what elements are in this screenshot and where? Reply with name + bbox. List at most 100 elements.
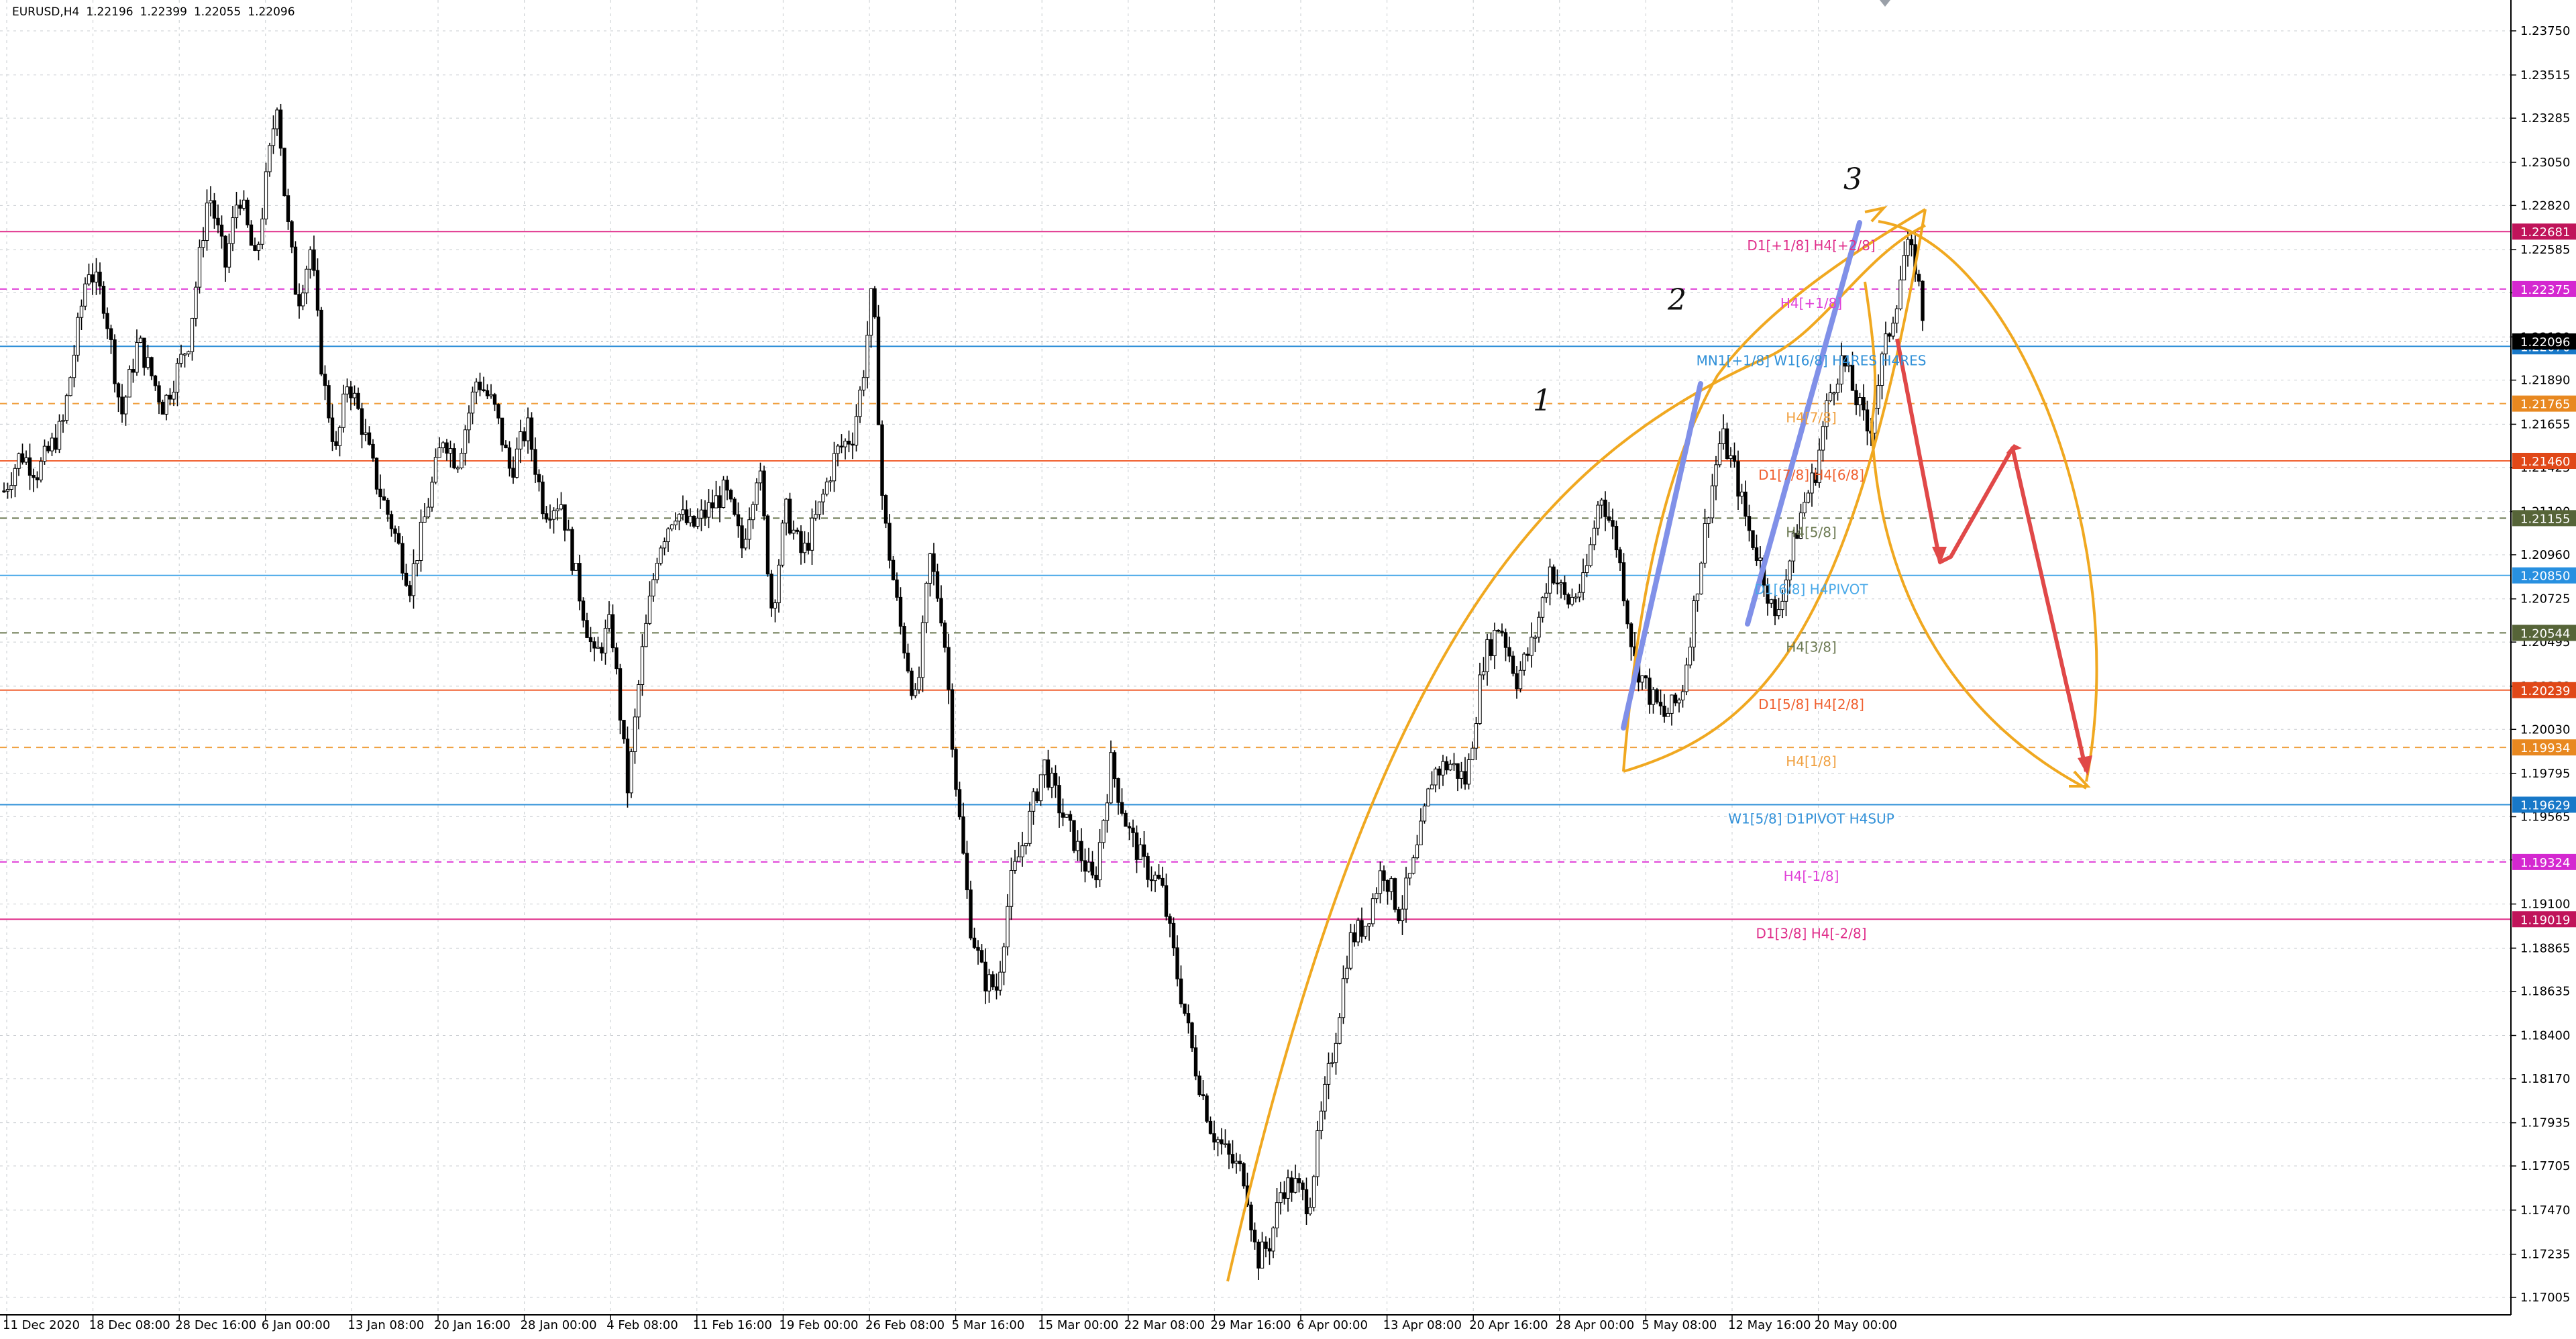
candle-body [515, 448, 519, 478]
wave-label-2: 2 [1667, 283, 1686, 317]
candle-body [1799, 513, 1803, 539]
candle-body [898, 596, 903, 627]
time-axis[interactable]: 11 Dec 2020 18 Dec 08:00 28 Dec 16:00 6 Jan… [3, 1315, 1897, 1332]
candle-body [290, 221, 294, 248]
candle-body [733, 498, 737, 515]
candle-body [1721, 428, 1725, 444]
candle-body [219, 224, 224, 237]
candle-body [1817, 449, 1821, 483]
candle-body [843, 441, 847, 447]
level-price-tag-text: 1.22681 [2520, 225, 2570, 239]
arc-cone-bottom [1623, 209, 1927, 773]
candle-body [957, 789, 962, 818]
candle-body [1234, 1161, 1238, 1164]
candle-body [1157, 874, 1161, 879]
candle-body [1559, 582, 1563, 584]
candle-body [1496, 630, 1501, 632]
candle-body [1839, 355, 1843, 384]
candle-body [987, 974, 991, 992]
level-label: D1[7/8] H4[6/8] [1758, 467, 1864, 483]
candle-body [1175, 947, 1179, 979]
candle-body [1249, 1204, 1253, 1231]
candle-body [1230, 1154, 1235, 1164]
candle-body [1813, 472, 1818, 483]
candle-body [1006, 906, 1010, 948]
candle-body [1275, 1202, 1279, 1228]
y-tick-label: 1.18865 [2520, 941, 2570, 955]
y-tick-label: 1.19100 [2520, 898, 2570, 912]
candle-body [507, 447, 512, 469]
candle-body [1725, 428, 1729, 460]
candle-body [891, 559, 896, 580]
candle-body [400, 543, 405, 574]
candle-body [692, 515, 696, 527]
candle-body [610, 614, 615, 649]
candle-body [404, 572, 409, 586]
candle-body [216, 217, 220, 225]
candle-body [1751, 530, 1755, 548]
candle-body [271, 128, 276, 146]
candle-body [430, 482, 434, 508]
candle-body [828, 480, 833, 482]
candle-body [268, 145, 272, 172]
candle-body [485, 390, 490, 396]
candle-body [924, 582, 928, 623]
candle-body [179, 354, 183, 364]
arc-right-inner [1870, 422, 2087, 790]
candle-body [1090, 861, 1095, 875]
price-axis[interactable]: 1.23750 1.23515 1.23285 1.23050 1.22820 1.225… [2511, 24, 2576, 1305]
candle-body [1629, 623, 1633, 647]
candle-body [1319, 1110, 1324, 1131]
candle-body [1835, 383, 1840, 393]
candle-body [836, 445, 840, 454]
x-tick-label: 22 Mar 08:00 [1124, 1318, 1205, 1332]
level-price-tag [2512, 510, 2576, 527]
candle-body [758, 470, 763, 484]
candle-body [131, 369, 136, 373]
candle-body [784, 498, 788, 524]
candle-body [1016, 856, 1021, 862]
y-tick-label: 1.23515 [2520, 68, 2570, 83]
candle-body [135, 342, 139, 373]
candle-body [806, 543, 810, 551]
candle-body [710, 502, 714, 508]
candle-body [1463, 771, 1467, 785]
candle-body [146, 357, 150, 368]
arc-big-left [1226, 354, 1772, 1282]
x-tick-label: 13 Jan 08:00 [347, 1318, 424, 1332]
candle-body [2, 490, 6, 492]
candle-body [83, 283, 87, 307]
y-tick-label: 1.18400 [2520, 1029, 2570, 1043]
candle-body [467, 413, 471, 431]
candle-body [1906, 239, 1910, 256]
candle-body [308, 249, 313, 270]
candle-body [1444, 761, 1449, 771]
candle-body [1599, 499, 1604, 506]
candle-body [1803, 502, 1807, 514]
candle-body [869, 288, 873, 336]
candle-body [223, 235, 227, 268]
shift-marker-icon[interactable] [1880, 0, 1890, 7]
candle-body [1891, 323, 1895, 337]
candle-body [1197, 1075, 1201, 1095]
grid [0, 0, 2511, 1315]
x-tick-label: 29 Mar 16:00 [1210, 1318, 1291, 1332]
candle-body [1769, 599, 1774, 604]
y-tick-label: 1.23750 [2520, 24, 2570, 38]
candle-body [109, 328, 113, 340]
candle-body [1289, 1177, 1294, 1193]
candle-body [1828, 392, 1833, 401]
candle-body [972, 937, 977, 948]
candle-body [445, 442, 449, 454]
candle-body [168, 394, 172, 400]
level-price-tag [2512, 796, 2576, 813]
candle-body [1729, 455, 1733, 460]
candle-body [1884, 333, 1888, 355]
candle-body [1120, 802, 1124, 814]
y-tick-label: 1.20030 [2520, 722, 2570, 737]
candle-body [360, 408, 364, 435]
candle-body [729, 490, 733, 500]
candle-body [655, 563, 659, 580]
